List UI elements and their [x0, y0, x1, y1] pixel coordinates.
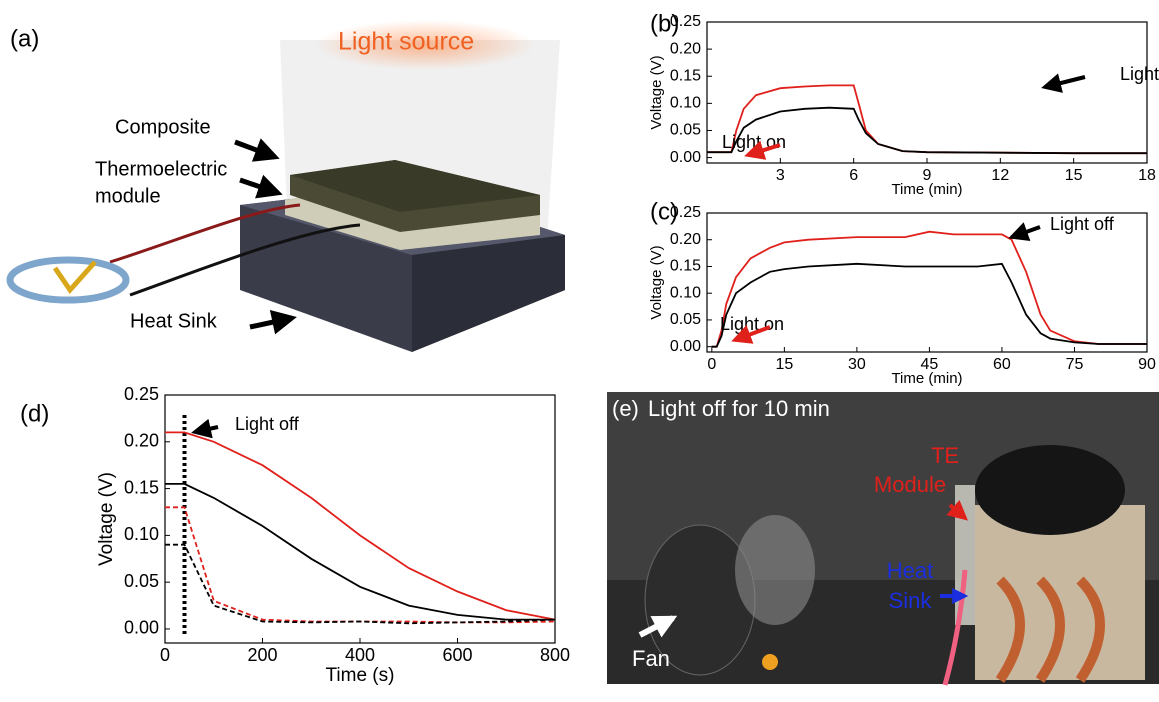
illustration: (a) Light source Composite Thermoelectri…: [10, 20, 565, 352]
series-line: [712, 264, 1147, 347]
arrow: [235, 142, 275, 157]
annotation: Light on: [722, 132, 786, 152]
x-tick-label: 15: [1065, 167, 1083, 184]
needle: [55, 262, 95, 290]
y-tick-label: 0.15: [670, 67, 701, 84]
series-line: [165, 545, 555, 624]
label: Module: [874, 472, 946, 497]
x-axis-label: Time (min): [891, 181, 962, 198]
y-tick-label: 0.25: [124, 384, 159, 404]
x-axis-label: Time (s): [326, 665, 395, 686]
line-chart: 0.00 0.05 0.10 0.15 0.20 0.25 0 200 400 600 800 Tim…: [20, 384, 570, 686]
annotation: Light off: [235, 414, 300, 434]
label: Heat Sink: [130, 310, 218, 332]
label: Heat: [887, 558, 933, 583]
heat-sink-side: [412, 235, 565, 352]
y-tick-label: 0.20: [670, 231, 701, 248]
label: Light source: [338, 28, 474, 56]
x-tick-label: 0: [707, 356, 716, 373]
label: Sink: [889, 588, 933, 613]
x-axis-label: Time (min): [891, 370, 962, 387]
x-tick-label: 0: [160, 645, 170, 665]
y-tick-label: 0.15: [124, 477, 159, 497]
y-tick-label: 0.20: [670, 40, 701, 57]
y-tick-label: 0.10: [670, 284, 701, 301]
meter: [10, 260, 126, 300]
y-tick-label: 0.15: [670, 258, 701, 275]
panel-label: (e): [612, 396, 639, 421]
panel-label: (c): [650, 198, 678, 225]
x-tick-label: 18: [1138, 167, 1156, 184]
x-tick-label: 800: [540, 645, 570, 665]
light: [762, 654, 778, 670]
arrow: [240, 180, 278, 193]
x-tick-label: 200: [247, 645, 277, 665]
label: Fan: [632, 646, 670, 671]
photo: (e) Light off for 10 min TE Module Heat …: [607, 392, 1159, 685]
y-axis-label: Voltage (V): [648, 55, 665, 129]
fan-blade: [735, 515, 815, 625]
x-tick-label: 3: [776, 167, 785, 184]
composite: [975, 445, 1125, 535]
y-tick-label: 0.10: [124, 524, 159, 544]
arrow: [250, 318, 292, 327]
annotation: Light off: [1050, 214, 1115, 234]
annotation: Light off: [1120, 64, 1159, 84]
annotation-arrow: [1045, 77, 1085, 87]
y-tick-label: 0.05: [670, 311, 701, 328]
x-tick-label: 12: [991, 167, 1009, 184]
y-tick-label: 0.10: [670, 95, 701, 112]
y-axis-label: Voltage (V): [96, 472, 117, 566]
caption: Light off for 10 min: [648, 396, 830, 421]
y-tick-label: 0.20: [124, 431, 159, 451]
series-line: [165, 432, 555, 619]
y-tick-label: 0.00: [670, 149, 701, 166]
label: TE: [931, 443, 959, 468]
series-line: [165, 484, 555, 620]
y-tick-label: 0.05: [670, 122, 701, 139]
annotation-arrow: [195, 427, 218, 432]
y-tick-label: 0.00: [124, 618, 159, 638]
label: Composite: [115, 116, 211, 138]
panel-label: (d): [20, 400, 49, 427]
y-axis-label: Voltage (V): [648, 245, 665, 319]
te-module: [955, 485, 975, 625]
annotation: Light on: [720, 314, 784, 334]
y-tick-label: 0.00: [670, 338, 701, 355]
figure: (a) Light source Composite Thermoelectri…: [0, 0, 1159, 702]
label: module: [95, 185, 161, 207]
x-tick-label: 400: [345, 645, 375, 665]
label: Thermoelectric: [95, 158, 227, 180]
panel-label: (a): [10, 25, 39, 52]
x-tick-label: 90: [1138, 356, 1156, 373]
x-tick-label: 75: [1066, 356, 1084, 373]
x-tick-label: 6: [849, 167, 858, 184]
series-line: [165, 507, 555, 622]
x-tick-label: 60: [993, 356, 1011, 373]
x-tick-label: 600: [442, 645, 472, 665]
annotation-arrow: [1012, 227, 1040, 237]
x-tick-label: 15: [775, 356, 793, 373]
x-tick-label: 30: [848, 356, 866, 373]
y-tick-label: 0.05: [124, 571, 159, 591]
panel-label: (b): [650, 10, 679, 37]
